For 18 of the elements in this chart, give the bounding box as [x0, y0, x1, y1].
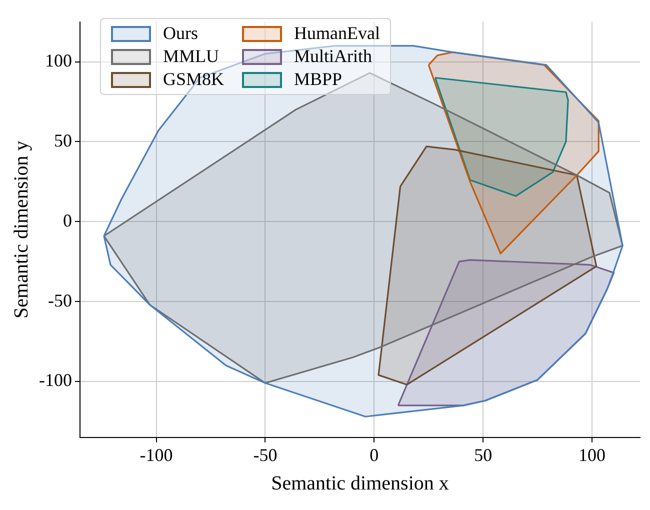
x-tick-label: -50	[253, 444, 278, 465]
y-axis-title: Semantic dimension y	[10, 140, 32, 318]
legend-label: MultiArith	[294, 46, 372, 67]
x-axis-title: Semantic dimension x	[271, 472, 449, 494]
y-tick-label: -100	[38, 370, 72, 390]
legend-label: MBPP	[294, 69, 342, 90]
x-tick-label: -100	[140, 444, 173, 465]
x-tick-label: 0	[370, 444, 379, 465]
legend-label: GSM8K	[163, 69, 224, 90]
y-tick-label: -50	[48, 290, 72, 310]
x-tick-label: 100	[578, 444, 606, 465]
legend-label: Ours	[163, 23, 198, 44]
legend-label: MMLU	[163, 46, 220, 67]
legend-label: HumanEval	[294, 23, 380, 44]
y-tick-label: 50	[54, 130, 72, 150]
y-tick-label: 100	[44, 50, 72, 70]
y-tick-label: 0	[62, 210, 72, 230]
x-tick-label: 50	[474, 444, 492, 465]
